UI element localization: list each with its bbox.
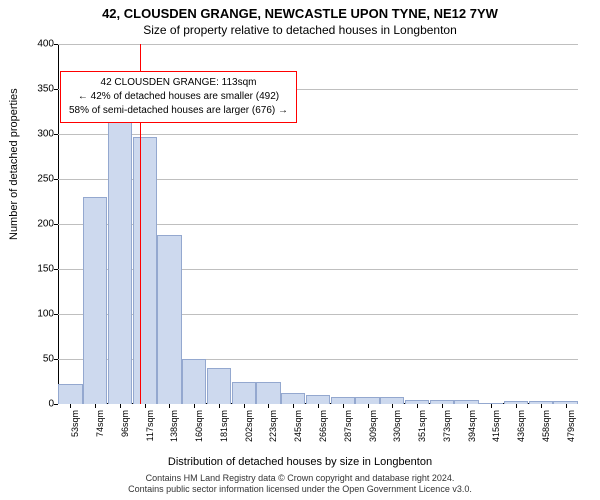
xtick-mark (417, 404, 418, 408)
histogram-bar (157, 235, 181, 404)
y-axis-label: Number of detached properties (8, 88, 20, 240)
xtick-mark (368, 404, 369, 408)
histogram-bar (331, 397, 355, 404)
histogram-bar (232, 382, 256, 405)
ytick-label: 400 (37, 39, 54, 50)
chart-title-line2: Size of property relative to detached ho… (0, 21, 600, 37)
xtick-mark (219, 404, 220, 408)
ytick-label: 50 (43, 354, 54, 365)
histogram-bar (256, 382, 280, 405)
attribution-line2: Contains public sector information licen… (0, 484, 600, 496)
xtick-mark (95, 404, 96, 408)
histogram-bar (380, 397, 404, 404)
xtick-mark (392, 404, 393, 408)
x-axis-label: Distribution of detached houses by size … (0, 456, 600, 468)
histogram-bar (58, 384, 82, 404)
gridline (58, 44, 578, 45)
ytick-label: 150 (37, 264, 54, 275)
ytick-label: 350 (37, 84, 54, 95)
attribution-text: Contains HM Land Registry data © Crown c… (0, 473, 600, 496)
ytick-label: 0 (48, 399, 54, 410)
xtick-mark (467, 404, 468, 408)
chart-title-line1: 42, CLOUSDEN GRANGE, NEWCASTLE UPON TYNE… (0, 0, 600, 21)
xtick-mark (268, 404, 269, 408)
xtick-mark (541, 404, 542, 408)
histogram-bar (108, 109, 132, 404)
attribution-line1: Contains HM Land Registry data © Crown c… (0, 473, 600, 485)
ytick-mark (54, 224, 58, 225)
chart-container: 42, CLOUSDEN GRANGE, NEWCASTLE UPON TYNE… (0, 0, 600, 500)
ytick-mark (54, 359, 58, 360)
xtick-mark (491, 404, 492, 408)
xtick-mark (442, 404, 443, 408)
callout-line2: ← 42% of detached houses are smaller (49… (69, 90, 288, 104)
xtick-mark (244, 404, 245, 408)
xtick-mark (293, 404, 294, 408)
ytick-mark (54, 269, 58, 270)
xtick-mark (120, 404, 121, 408)
callout-box: 42 CLOUSDEN GRANGE: 113sqm← 42% of detac… (60, 71, 297, 123)
xtick-mark (343, 404, 344, 408)
ytick-label: 200 (37, 219, 54, 230)
histogram-bar (306, 395, 330, 404)
xtick-mark (169, 404, 170, 408)
xtick-mark (516, 404, 517, 408)
ytick-label: 300 (37, 129, 54, 140)
histogram-bar (133, 137, 157, 404)
ytick-mark (54, 404, 58, 405)
callout-line1: 42 CLOUSDEN GRANGE: 113sqm (69, 76, 288, 90)
ytick-mark (54, 179, 58, 180)
ytick-label: 100 (37, 309, 54, 320)
xtick-mark (70, 404, 71, 408)
ytick-mark (54, 89, 58, 90)
ytick-label: 250 (37, 174, 54, 185)
histogram-bar (83, 197, 107, 404)
xtick-mark (318, 404, 319, 408)
callout-line3: 58% of semi-detached houses are larger (… (69, 104, 288, 118)
xtick-mark (194, 404, 195, 408)
histogram-bar (207, 368, 231, 404)
ytick-mark (54, 314, 58, 315)
histogram-bar (355, 397, 379, 404)
xtick-mark (145, 404, 146, 408)
histogram-bar (182, 359, 206, 404)
ytick-mark (54, 134, 58, 135)
ytick-mark (54, 44, 58, 45)
xtick-mark (566, 404, 567, 408)
histogram-bar (281, 393, 305, 404)
gridline (58, 134, 578, 135)
plot-area: 05010015020025030035040053sqm74sqm96sqm1… (58, 44, 578, 404)
